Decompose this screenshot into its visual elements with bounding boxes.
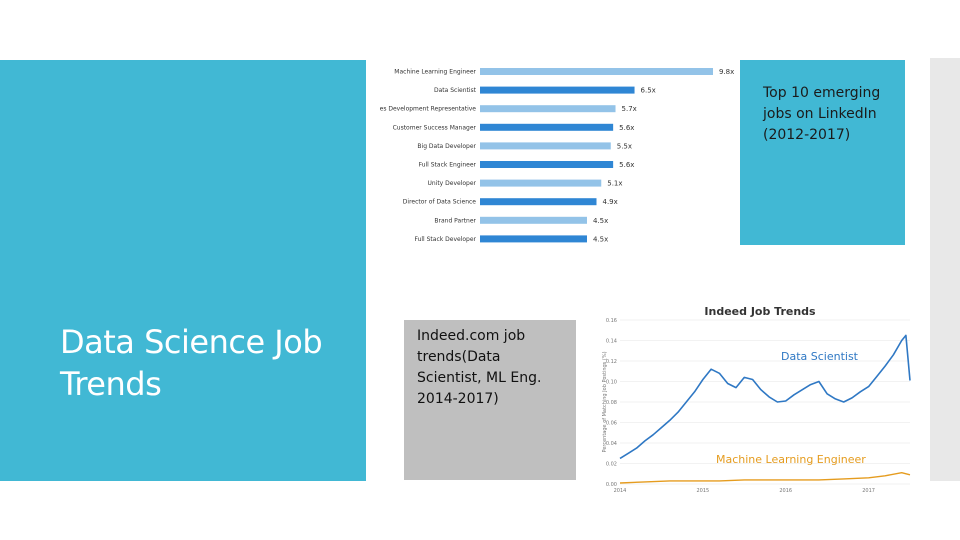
bar-value-label: 5.1x	[607, 180, 622, 188]
y-tick-label: 0.14	[606, 339, 617, 345]
y-tick-label: 0.08	[606, 400, 617, 406]
bar-value-label: 5.6x	[619, 161, 634, 169]
y-tick-label: 0.12	[606, 359, 617, 365]
series-label-data-scientist: Data Scientist	[781, 350, 859, 363]
bar	[480, 161, 614, 168]
y-tick-label: 0.06	[606, 421, 617, 427]
bar-category-label: Sales Development Representative	[380, 106, 476, 113]
bar-category-label: Machine Learning Engineer	[394, 69, 476, 76]
bar	[480, 123, 614, 131]
bar-category-label: Director of Data Science	[403, 199, 477, 206]
bar-value-label: 4.9x	[603, 198, 618, 206]
bar-value-label: 9.8x	[719, 68, 734, 76]
y-tick-label: 0.10	[606, 380, 617, 386]
chart-title: Indeed Job Trends	[704, 305, 816, 318]
slide-title: Data Science Job Trends	[60, 323, 323, 404]
top-caption: Top 10 emerging jobs on LinkedIn (2012-2…	[763, 85, 881, 143]
y-tick-label: 0.04	[606, 441, 617, 447]
x-tick-label: 2017	[862, 488, 875, 494]
emerging-jobs-bar-chart: Machine Learning Engineer 9.8x Data Scient…	[380, 68, 734, 243]
bar-category-label: Data Scientist	[434, 87, 477, 94]
top-caption-box	[740, 60, 905, 245]
bar-value-label: 4.5x	[593, 235, 608, 243]
bar-category-label: Brand Partner	[434, 217, 476, 224]
bar-value-label: 5.6x	[619, 124, 634, 132]
bar	[480, 142, 611, 150]
bar-value-label: 4.5x	[593, 217, 608, 225]
bar	[480, 235, 587, 243]
mid-caption-box	[404, 320, 576, 480]
bar-value-label: 5.7x	[622, 105, 637, 113]
left-accent-panel	[0, 60, 366, 481]
series-label-ml-engineer: Machine Learning Engineer	[716, 453, 866, 466]
bar-category-label: Full Stack Engineer	[419, 162, 477, 169]
bar	[480, 179, 602, 187]
bar	[480, 198, 597, 206]
right-gray-stripe	[930, 58, 960, 481]
bar	[480, 68, 713, 75]
y-tick-label: 0.00	[606, 482, 617, 488]
series-line	[619, 334, 911, 460]
mid-caption: Indeed.com job trends(Data Scientist, ML…	[417, 328, 542, 407]
bar-category-label: Unity Developer	[427, 180, 476, 187]
x-tick-label: 2016	[779, 488, 792, 494]
y-tick-label: 0.16	[606, 318, 617, 324]
series-line	[619, 471, 911, 484]
bar-category-label: Customer Success Manager	[393, 124, 477, 131]
bar	[480, 86, 635, 94]
y-tick-label: 0.02	[606, 462, 617, 468]
y-axis-label: Percentage of Matching Job Postings (%)	[602, 351, 608, 452]
bar-category-label: Big Data Developer	[417, 143, 476, 150]
x-tick-label: 2015	[696, 488, 709, 494]
bar	[480, 105, 616, 113]
bar	[480, 216, 587, 224]
indeed-job-trends-chart: Indeed Job Trends 0.00 0.02 0.04 0.06 0.08 0.1…	[602, 305, 911, 494]
x-tick-label: 2014	[614, 488, 627, 494]
bar-value-label: 6.5x	[641, 87, 656, 95]
bar-value-label: 5.5x	[617, 142, 632, 150]
bar-category-label: Full Stack Developer	[414, 236, 476, 243]
